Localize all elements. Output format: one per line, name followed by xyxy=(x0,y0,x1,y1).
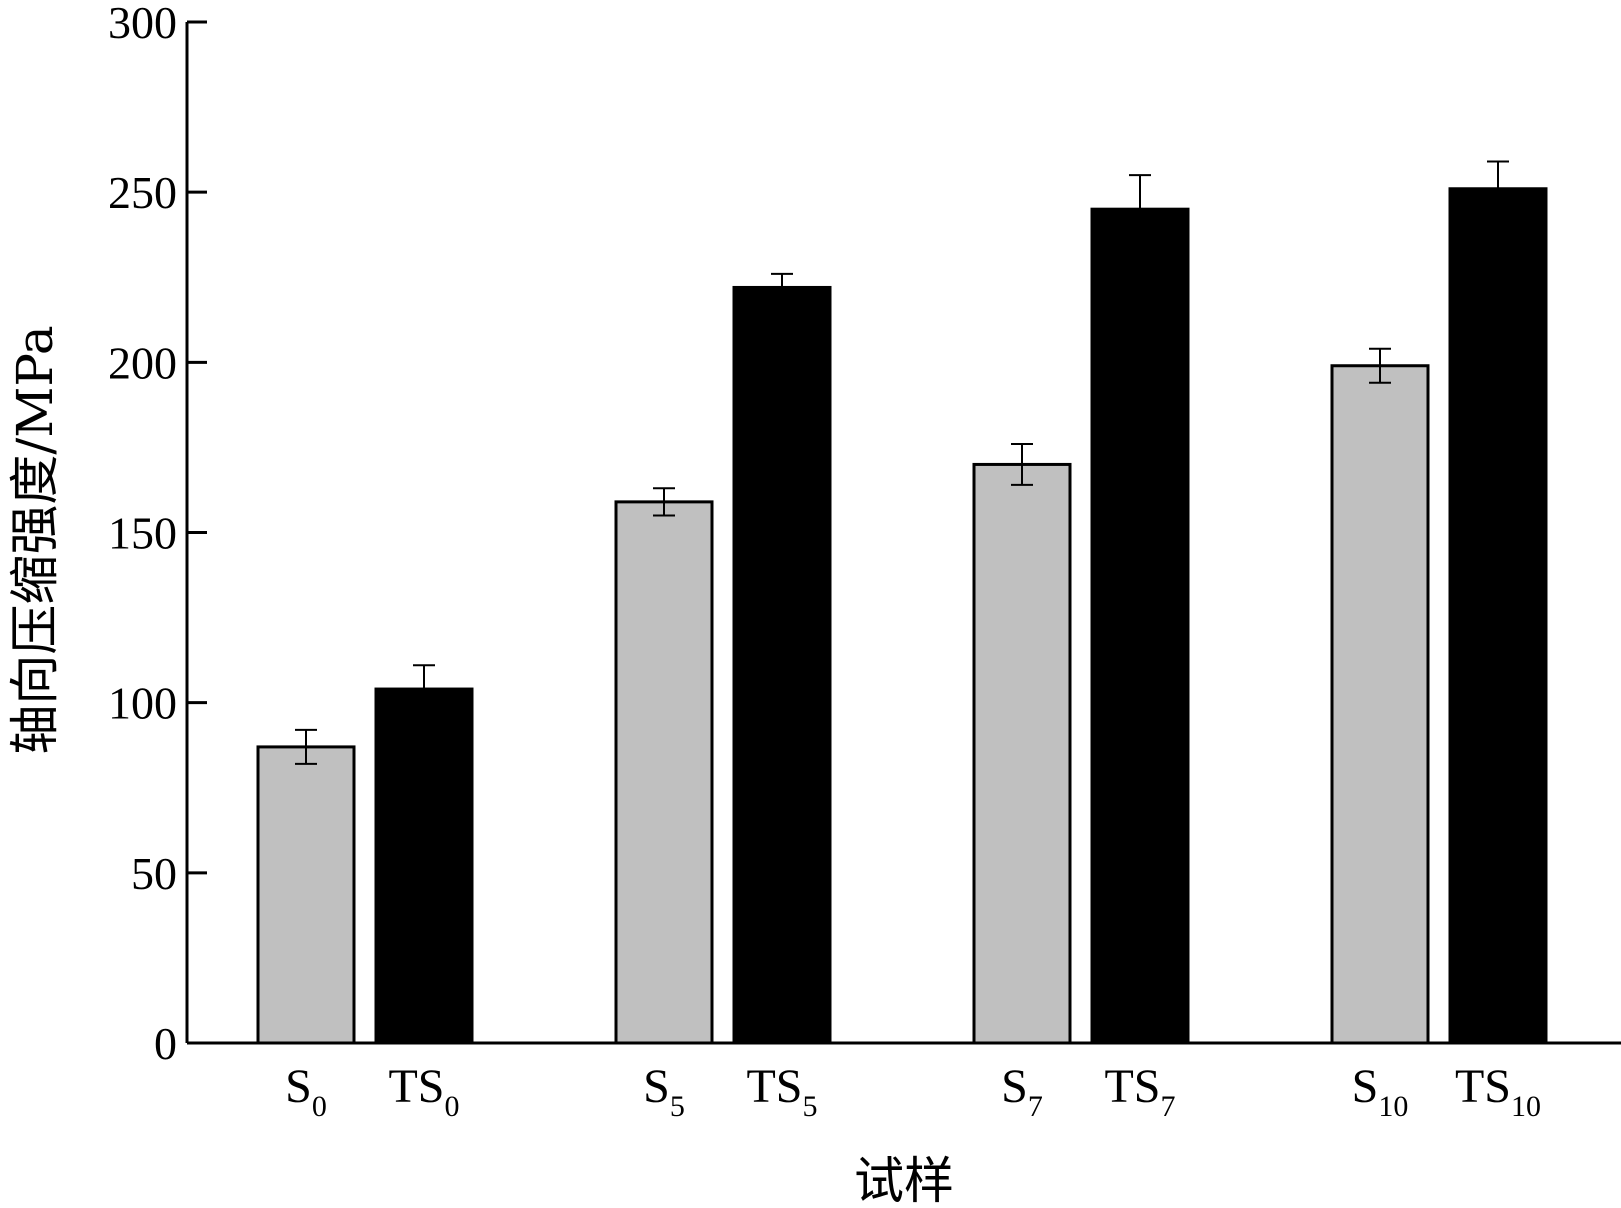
bars xyxy=(256,187,1548,1045)
y-tick-label: 50 xyxy=(131,848,177,899)
x-tick-label: S0 xyxy=(285,1060,327,1123)
x-tick-label: S5 xyxy=(643,1060,685,1123)
bar-ts5 xyxy=(732,285,832,1045)
y-tick-label: 0 xyxy=(154,1018,177,1069)
x-tick-label: S7 xyxy=(1001,1060,1043,1123)
error-bar-ts7 xyxy=(1129,174,1151,210)
bar-s10 xyxy=(1330,364,1430,1045)
x-axis-title: 试样 xyxy=(854,1152,954,1208)
error-bar-ts5 xyxy=(771,272,793,288)
error-bar-s7 xyxy=(1011,443,1033,486)
bar-ts7 xyxy=(1090,207,1190,1045)
x-tick-label: S10 xyxy=(1352,1060,1409,1123)
bar-s7 xyxy=(972,462,1072,1045)
y-tick-label: 100 xyxy=(108,678,177,729)
bar-ts0 xyxy=(374,687,474,1045)
error-bar-s5 xyxy=(653,487,675,517)
y-tick-label: 250 xyxy=(108,167,177,218)
error-bars xyxy=(295,160,1509,765)
y-axis-ticks: 0 50 100 150 200 250 300 xyxy=(108,0,207,1069)
bar-ts10 xyxy=(1448,187,1548,1045)
error-bar-s0 xyxy=(295,728,317,765)
y-tick-label: 150 xyxy=(108,508,177,559)
x-tick-label: TS5 xyxy=(746,1060,817,1123)
y-tick-label: 300 xyxy=(108,0,177,48)
y-tick-label: 200 xyxy=(108,337,177,388)
error-bar-ts10 xyxy=(1487,160,1509,189)
x-tick-label: TS10 xyxy=(1455,1060,1541,1123)
x-axis-tick-labels: S0 TS0 S5 TS5 S7 TS7 S10 TS10 xyxy=(285,1060,1541,1123)
bar-s0 xyxy=(256,745,356,1045)
error-bar-s10 xyxy=(1369,347,1391,384)
y-axis-title: 轴向压缩强度/MPa xyxy=(6,325,64,754)
x-tick-label: TS0 xyxy=(388,1060,459,1123)
x-tick-label: TS7 xyxy=(1104,1060,1175,1123)
error-bar-ts0 xyxy=(413,664,435,690)
bar-s5 xyxy=(614,500,714,1045)
